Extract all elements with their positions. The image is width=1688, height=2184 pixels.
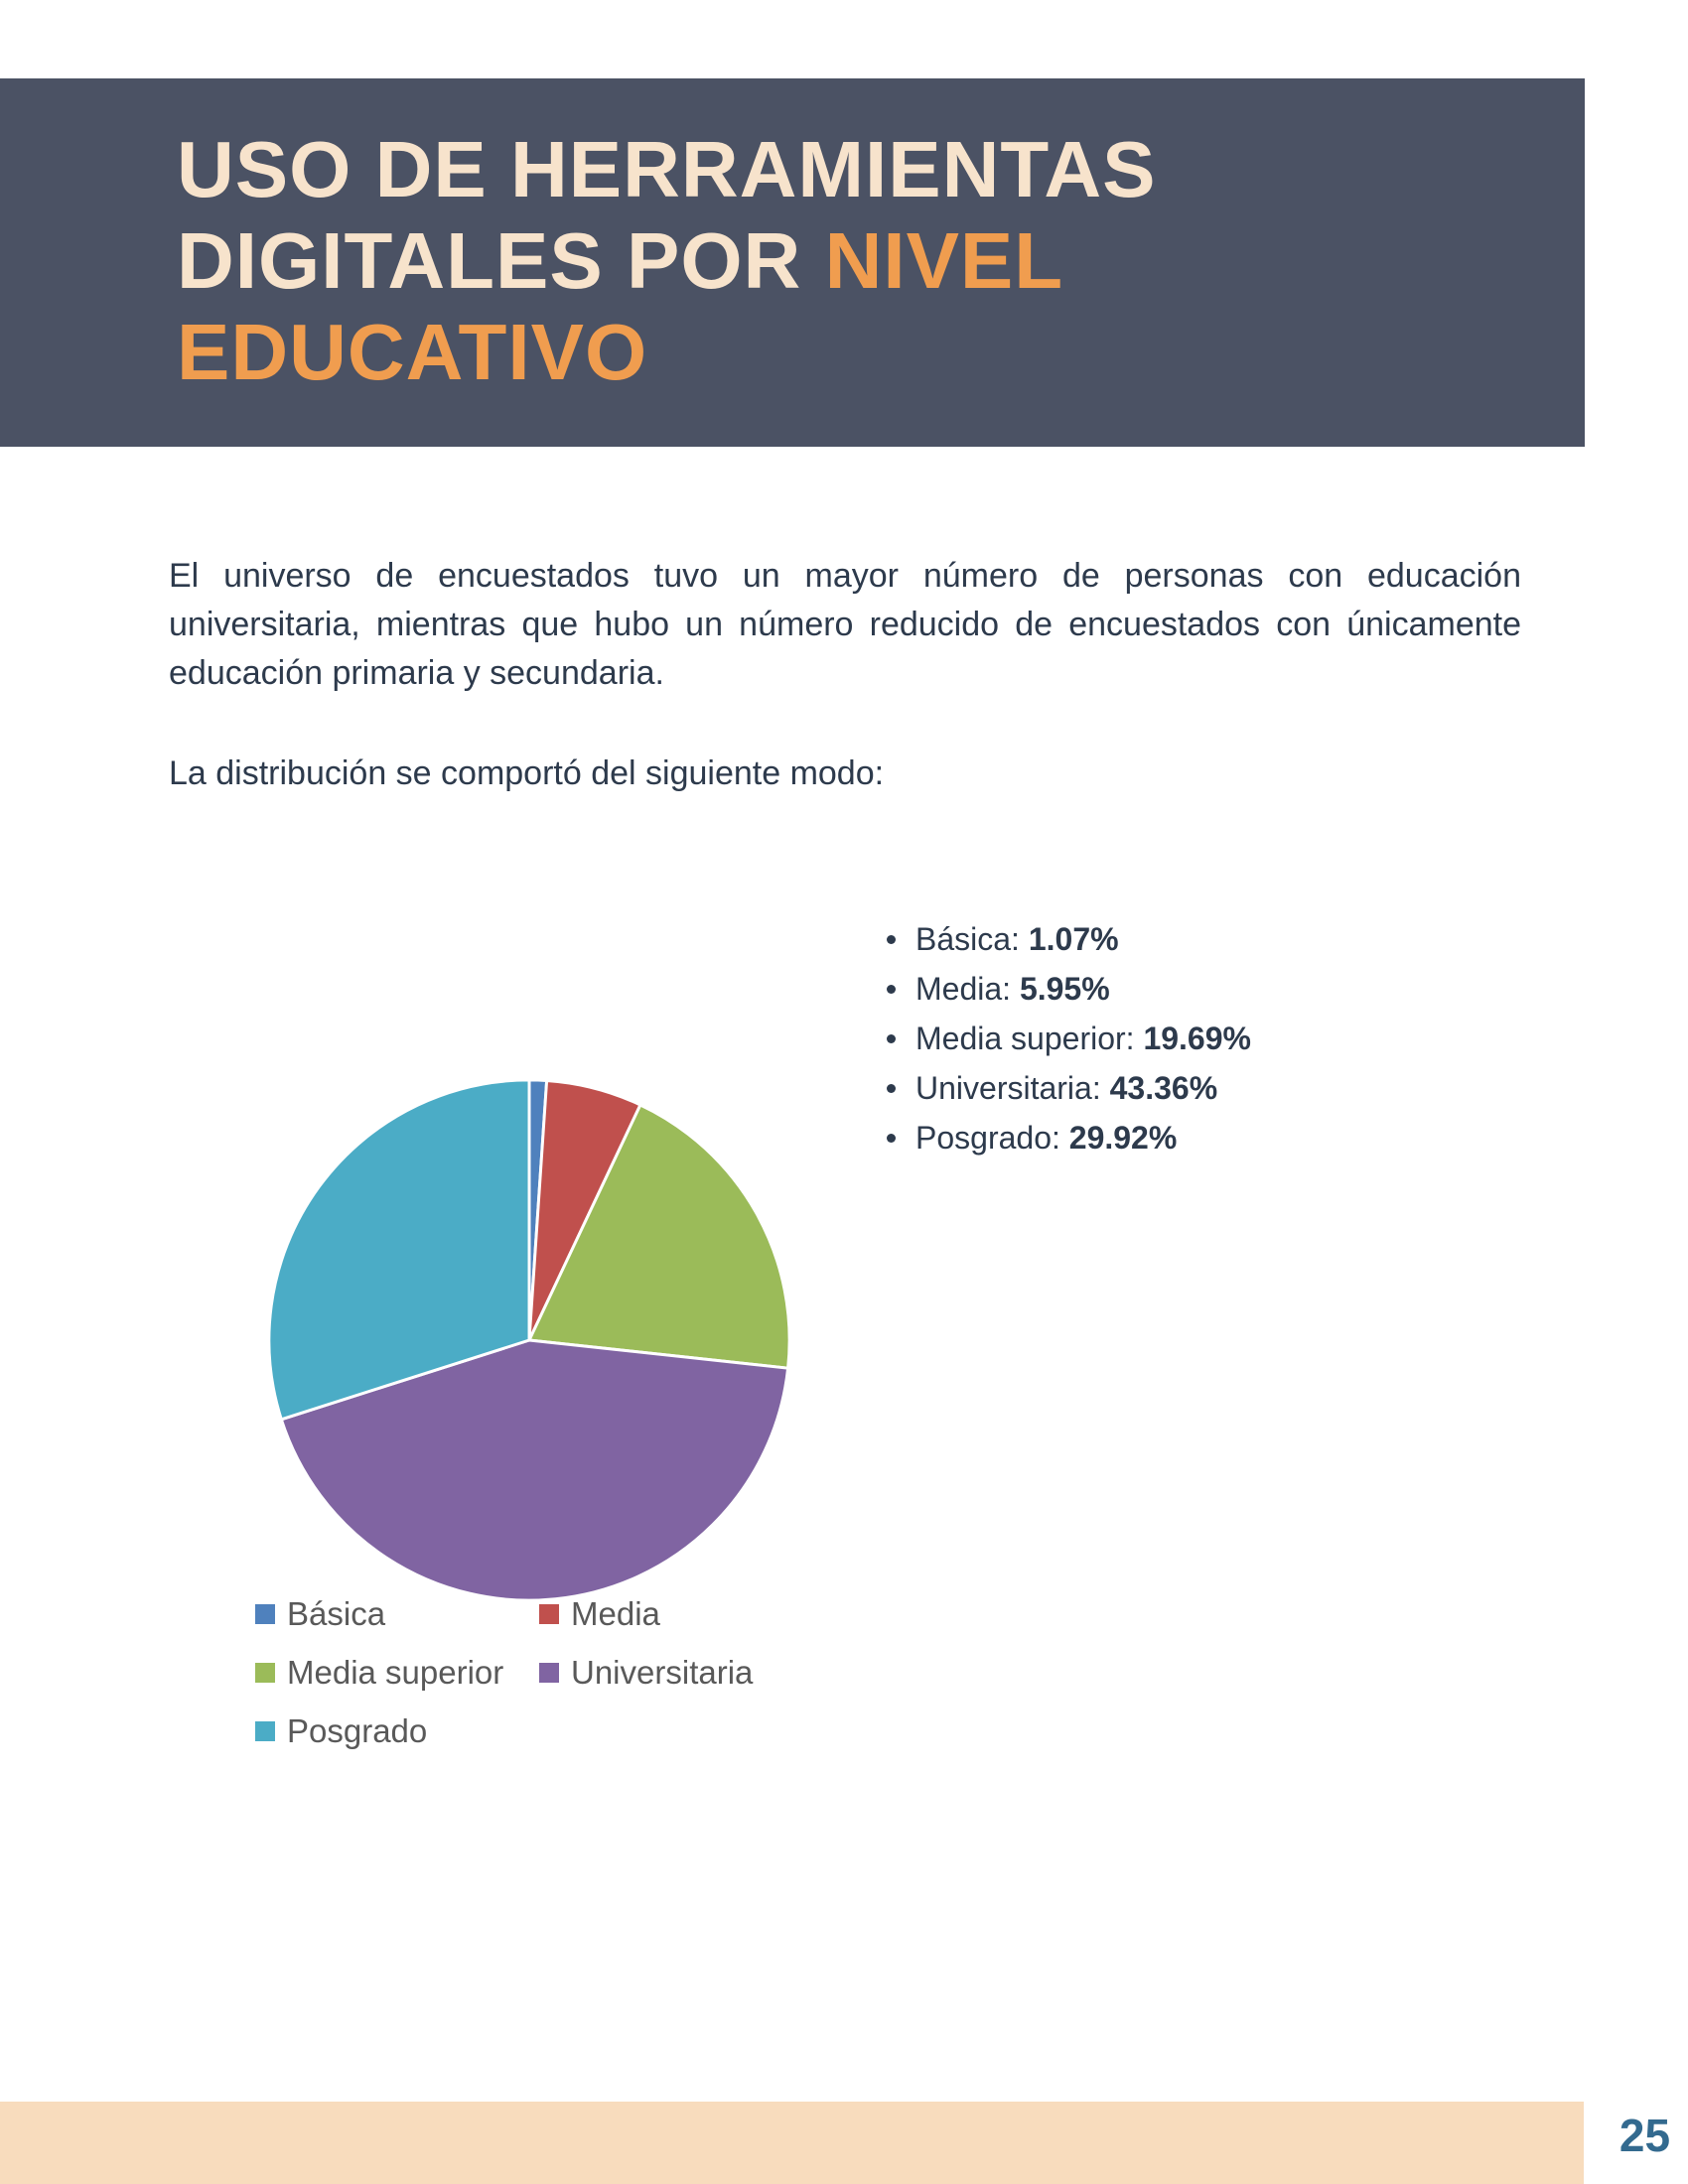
legend-label: Universitaria	[571, 1654, 754, 1691]
list-item-media: Media: 5.95%	[884, 973, 1251, 1006]
legend-item-media-superior: Media superior	[255, 1652, 539, 1694]
legend-item-posgrado: Posgrado	[255, 1710, 539, 1752]
bullet-value: 29.92%	[1068, 1120, 1178, 1156]
page-title-accent: NIVEL EDUCATIVO	[177, 216, 1062, 396]
list-item-media-superior: Media superior: 19.69%	[884, 1023, 1251, 1055]
intro-block: El universo de encuestados tuvo un mayor…	[169, 552, 1521, 798]
page-title-main: USO DE HERRAMIENTAS DIGITALES POR	[177, 125, 1157, 305]
legend-label: Básica	[287, 1595, 386, 1632]
legend-label: Media	[571, 1595, 660, 1632]
intro-paragraph: El universo de encuestados tuvo un mayor…	[169, 557, 1521, 692]
education-level-list: Básica: 1.07% Media: 5.95% Media superio…	[884, 923, 1251, 1171]
header-banner: USO DE HERRAMIENTAS DIGITALES POR NIVEL …	[0, 78, 1585, 447]
page-title: USO DE HERRAMIENTAS DIGITALES POR NIVEL …	[0, 78, 1249, 398]
list-item-universitaria: Universitaria: 43.36%	[884, 1072, 1251, 1105]
legend-item-basica: Básica	[255, 1593, 539, 1635]
pie-slice-media-superior	[527, 1103, 791, 1370]
bullet-value: 5.95%	[1019, 971, 1110, 1007]
legend-swatch	[255, 1721, 275, 1741]
legend-item-media: Media	[539, 1593, 753, 1635]
bullet-label: Posgrado:	[915, 1120, 1060, 1156]
bullet-value: 43.36%	[1109, 1070, 1218, 1106]
legend-swatch	[539, 1604, 559, 1624]
legend-swatch	[255, 1604, 275, 1624]
pie-slice-posgrado	[267, 1078, 531, 1422]
pie-chart	[267, 1078, 791, 1602]
legend-swatch	[539, 1663, 559, 1683]
footer-band	[0, 2102, 1584, 2184]
legend-item-universitaria: Universitaria	[539, 1652, 753, 1694]
bullet-label: Media superior:	[915, 1021, 1135, 1056]
legend-label: Media superior	[287, 1654, 504, 1691]
bullet-value: 19.69%	[1143, 1021, 1251, 1056]
legend-label: Posgrado	[287, 1712, 428, 1749]
bullet-label: Universitaria:	[915, 1070, 1101, 1106]
bullet-value: 1.07%	[1028, 921, 1119, 957]
legend-swatch	[255, 1663, 275, 1683]
chart-legend: Básica Media Media superior Universitari…	[255, 1593, 753, 1752]
page-number: 25	[1618, 2110, 1671, 2161]
pie-slice-universitaria	[279, 1338, 790, 1602]
list-item-posgrado: Posgrado: 29.92%	[884, 1122, 1251, 1155]
pie-chart-container	[264, 1075, 794, 1605]
list-item-basica: Básica: 1.07%	[884, 923, 1251, 956]
bullet-label: Básica:	[915, 921, 1020, 957]
bullet-label: Media:	[915, 971, 1012, 1007]
distribution-intro: La distribución se comportó del siguient…	[169, 754, 885, 792]
